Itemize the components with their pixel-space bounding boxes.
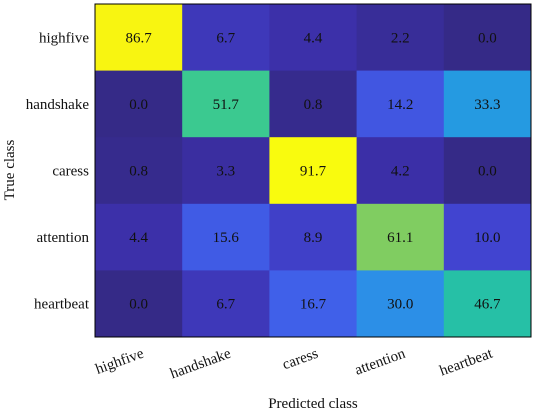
heatmap-cell-value: 4.2 (391, 164, 410, 180)
x-tick-label: heartbeat (438, 345, 496, 379)
y-axis-title: True class (2, 139, 18, 200)
heatmap-cell-value: 16.7 (300, 297, 327, 313)
heatmap-cell (95, 70, 183, 138)
heatmap-cell (356, 203, 445, 271)
heatmap-cell-value: 3.3 (216, 164, 235, 180)
heatmap-cell (356, 70, 445, 138)
heatmap-cell (182, 270, 270, 338)
heatmap-cell (182, 203, 270, 271)
heatmap-cell (443, 270, 532, 338)
heatmap-cell (443, 137, 532, 205)
heatmap-cell-value: 0.8 (129, 164, 148, 180)
heatmap-cell (182, 4, 270, 72)
heatmap-cell-value: 86.7 (125, 30, 152, 46)
heatmap-cell (182, 137, 270, 205)
heatmap-cell-value: 0.0 (478, 30, 497, 46)
heatmap-cell-value: 4.4 (304, 30, 323, 46)
y-tick-label: caress (52, 164, 89, 180)
heatmap-cell-value: 51.7 (213, 97, 240, 113)
heatmap-cell-value: 8.9 (304, 230, 323, 246)
x-tick-label: highfive (94, 346, 147, 378)
heatmap-cell (95, 270, 183, 338)
x-tick-label: attention (353, 346, 408, 379)
heatmap-cell-value: 10.0 (474, 230, 500, 246)
x-tick-label: caress (280, 346, 320, 374)
y-tick-label: attention (37, 230, 90, 246)
heatmap-cell-value: 4.4 (129, 230, 148, 246)
heatmap-cell-value: 2.2 (391, 30, 410, 46)
heatmap-cell-value: 0.8 (304, 97, 323, 113)
heatmap-cell-value: 0.0 (478, 164, 497, 180)
heatmap-cell (356, 4, 445, 72)
heatmap-cell-labels: 86.7 6.7 4.4 2.2 0.0 0.0 51.7 0.8 14.2 33.3 0.8 3.3… (125, 30, 501, 312)
heatmap-cell (95, 137, 183, 205)
heatmap-cell-value: 0.0 (129, 97, 148, 113)
heatmap-cell (95, 4, 183, 72)
heatmap-cell-value: 46.7 (474, 297, 501, 313)
x-axis-tick-labels: highfive handshake caress attention heartbea… (94, 345, 496, 382)
heatmap-cell (182, 70, 270, 138)
heatmap-cell-value: 61.1 (387, 230, 413, 246)
heatmap-cell (443, 4, 532, 72)
heatmap-cells (95, 4, 532, 338)
heatmap-cell (269, 137, 358, 205)
heatmap-cell (356, 137, 445, 205)
heatmap-cell (269, 203, 358, 271)
heatmap-cell (269, 4, 358, 72)
x-tick-label: handshake (168, 346, 233, 383)
heatmap-cell (443, 70, 532, 138)
x-axis-title: Predicted class (268, 396, 358, 412)
heatmap-cell-value: 14.2 (387, 97, 413, 113)
heatmap-cell-value: 15.6 (213, 230, 240, 246)
heatmap-cell (443, 203, 532, 271)
heatmap-cell-value: 30.0 (387, 297, 413, 313)
y-axis-tick-labels: highfive handshake caress attention heartbea… (26, 30, 90, 312)
heatmap-cell-value: 6.7 (216, 30, 235, 46)
heatmap-cell (269, 270, 358, 338)
heatmap-cell (356, 270, 445, 338)
heatmap-cell-value: 0.0 (129, 297, 148, 313)
y-tick-label: heartbeat (34, 297, 90, 313)
plot-frame (94, 3, 532, 338)
heatmap-cell (269, 70, 358, 138)
heatmap-cell-value: 33.3 (474, 97, 500, 113)
heatmap-cell-value: 6.7 (216, 297, 235, 313)
y-tick-label: handshake (26, 97, 90, 113)
heatmap-cell-value: 91.7 (300, 164, 327, 180)
y-tick-label: highfive (39, 30, 89, 46)
heatmap-cell (95, 203, 183, 271)
